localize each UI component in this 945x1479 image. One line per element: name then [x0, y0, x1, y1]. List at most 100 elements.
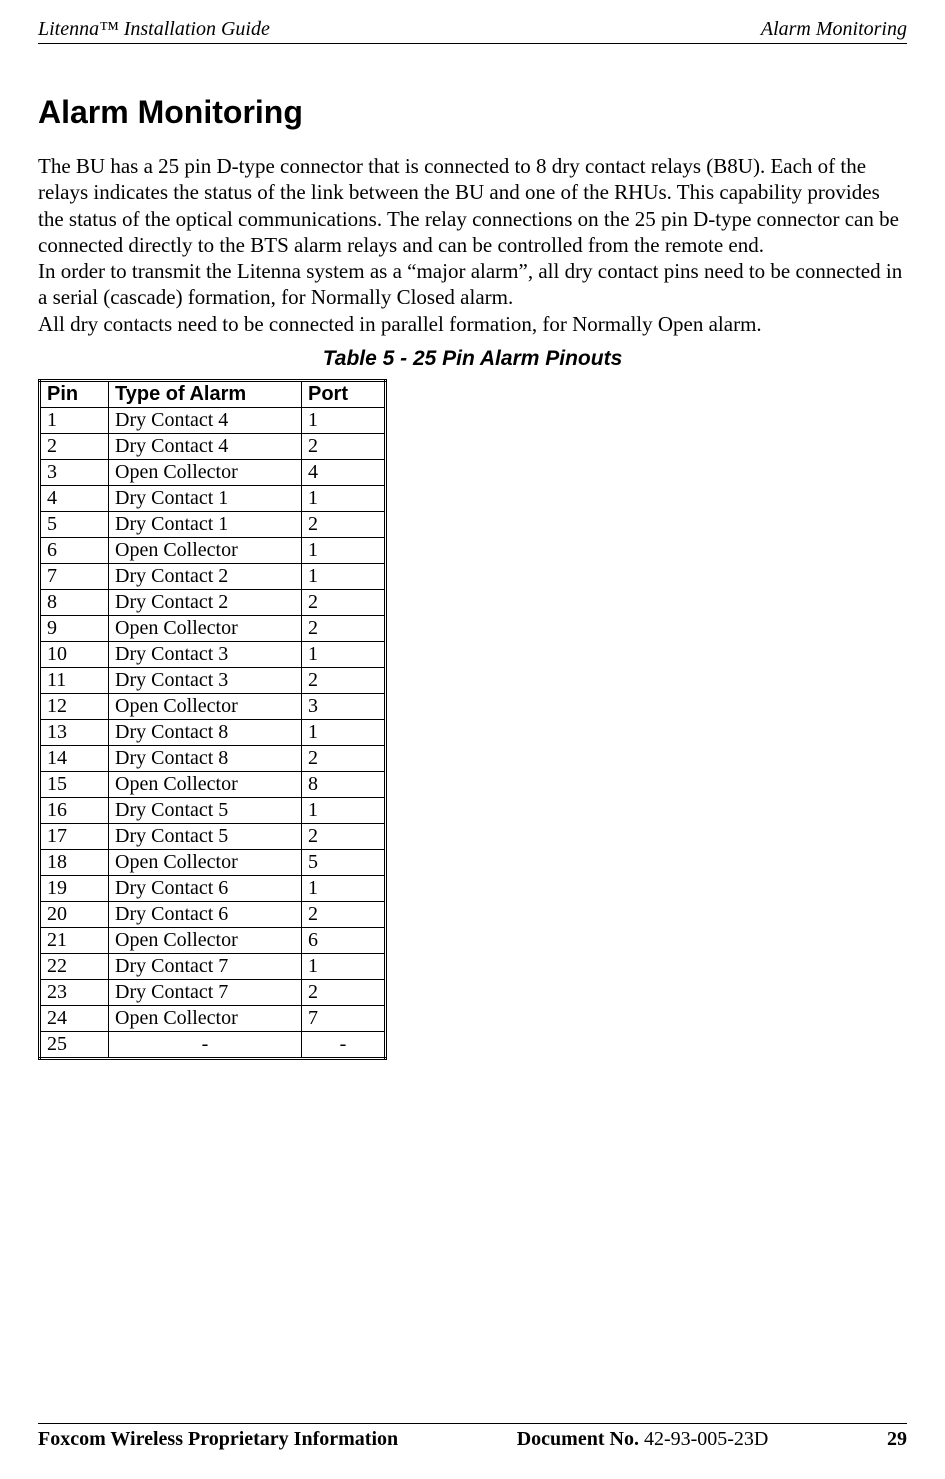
table-cell: Dry Contact 6: [109, 875, 302, 901]
table-row: 14Dry Contact 82: [40, 745, 386, 771]
footer-rule: [38, 1423, 907, 1424]
table-cell: 1: [302, 641, 386, 667]
table-cell: Open Collector: [109, 693, 302, 719]
table-cell: 2: [302, 745, 386, 771]
table-row: 3Open Collector4: [40, 459, 386, 485]
table-row: 16Dry Contact 51: [40, 797, 386, 823]
col-header-type: Type of Alarm: [109, 380, 302, 407]
table-cell: 4: [302, 459, 386, 485]
table-row: 11Dry Contact 32: [40, 667, 386, 693]
table-cell: 20: [40, 901, 109, 927]
table-row: 6Open Collector1: [40, 537, 386, 563]
table-row: 22Dry Contact 71: [40, 953, 386, 979]
table-cell: 16: [40, 797, 109, 823]
table-cell: Dry Contact 5: [109, 823, 302, 849]
page-footer: Foxcom Wireless Proprietary Information …: [38, 1423, 907, 1451]
table-cell: 13: [40, 719, 109, 745]
table-cell: 8: [302, 771, 386, 797]
page-header: Litenna™ Installation Guide Alarm Monito…: [38, 18, 907, 43]
table-cell: Open Collector: [109, 771, 302, 797]
table-cell: Dry Contact 2: [109, 589, 302, 615]
table-header-row: Pin Type of Alarm Port: [40, 380, 386, 407]
table-cell: 1: [302, 797, 386, 823]
table-row: 19Dry Contact 61: [40, 875, 386, 901]
table-cell: 1: [302, 719, 386, 745]
footer-doc-label: Document No.: [517, 1428, 644, 1450]
table-row: 1Dry Contact 41: [40, 407, 386, 433]
table-cell: Dry Contact 8: [109, 745, 302, 771]
table-cell: Dry Contact 2: [109, 563, 302, 589]
table-cell: Dry Contact 4: [109, 433, 302, 459]
table-cell: Open Collector: [109, 927, 302, 953]
table-cell: 1: [302, 407, 386, 433]
table-cell: 11: [40, 667, 109, 693]
table-cell: 5: [40, 511, 109, 537]
table-row: 8Dry Contact 22: [40, 589, 386, 615]
table-cell: 6: [40, 537, 109, 563]
table-cell: 25: [40, 1031, 109, 1058]
header-doc-type: Installation Guide: [119, 18, 270, 40]
table-cell: 19: [40, 875, 109, 901]
table-row: 2Dry Contact 42: [40, 433, 386, 459]
table-row: 17Dry Contact 52: [40, 823, 386, 849]
section-title: Alarm Monitoring: [38, 94, 907, 131]
table-cell: 2: [302, 901, 386, 927]
footer-page-number: 29: [887, 1428, 907, 1451]
table-cell: 9: [40, 615, 109, 641]
table-cell: 18: [40, 849, 109, 875]
table-row: 12Open Collector3: [40, 693, 386, 719]
table-cell: 10: [40, 641, 109, 667]
table-cell: 15: [40, 771, 109, 797]
table-row: 13Dry Contact 81: [40, 719, 386, 745]
table-cell: Open Collector: [109, 849, 302, 875]
col-header-port: Port: [302, 380, 386, 407]
table-cell: 2: [302, 667, 386, 693]
header-left: Litenna™ Installation Guide: [38, 18, 270, 41]
table-cell: 8: [40, 589, 109, 615]
table-row: 10Dry Contact 31: [40, 641, 386, 667]
table-row: 23Dry Contact 72: [40, 979, 386, 1005]
table-row: 20Dry Contact 62: [40, 901, 386, 927]
table-cell: Dry Contact 5: [109, 797, 302, 823]
header-right: Alarm Monitoring: [761, 18, 907, 41]
table-cell: Dry Contact 6: [109, 901, 302, 927]
footer-left: Foxcom Wireless Proprietary Information: [38, 1428, 398, 1451]
table-cell: 2: [302, 615, 386, 641]
table-cell: Open Collector: [109, 537, 302, 563]
table-cell: 2: [40, 433, 109, 459]
table-cell: Dry Contact 4: [109, 407, 302, 433]
table-cell: 24: [40, 1005, 109, 1031]
table-cell: 7: [302, 1005, 386, 1031]
table-cell: Dry Contact 1: [109, 511, 302, 537]
table-row: 5Dry Contact 12: [40, 511, 386, 537]
table-row: 24Open Collector7: [40, 1005, 386, 1031]
table-cell: -: [109, 1031, 302, 1058]
table-caption: Table 5 - 25 Pin Alarm Pinouts: [38, 347, 907, 371]
pinout-table: Pin Type of Alarm Port 1Dry Contact 412D…: [38, 379, 387, 1060]
header-rule: [38, 43, 907, 44]
table-cell: Dry Contact 3: [109, 641, 302, 667]
table-cell: 2: [302, 589, 386, 615]
table-cell: 7: [40, 563, 109, 589]
table-cell: 4: [40, 485, 109, 511]
table-cell: 12: [40, 693, 109, 719]
table-row: 15Open Collector8: [40, 771, 386, 797]
table-cell: 1: [302, 485, 386, 511]
table-cell: 21: [40, 927, 109, 953]
table-cell: Dry Contact 7: [109, 979, 302, 1005]
table-row: 21Open Collector6: [40, 927, 386, 953]
table-cell: 1: [302, 953, 386, 979]
table-row: 25--: [40, 1031, 386, 1058]
trademark-symbol: ™: [99, 18, 119, 40]
table-cell: 5: [302, 849, 386, 875]
table-row: 18Open Collector5: [40, 849, 386, 875]
table-cell: Dry Contact 8: [109, 719, 302, 745]
table-cell: 1: [40, 407, 109, 433]
footer-doc-number: 42-93-005-23D: [644, 1428, 768, 1450]
table-cell: Open Collector: [109, 615, 302, 641]
table-cell: 1: [302, 563, 386, 589]
paragraph-2: In order to transmit the Litenna system …: [38, 258, 907, 311]
table-cell: 2: [302, 979, 386, 1005]
table-cell: 22: [40, 953, 109, 979]
table-cell: Open Collector: [109, 459, 302, 485]
